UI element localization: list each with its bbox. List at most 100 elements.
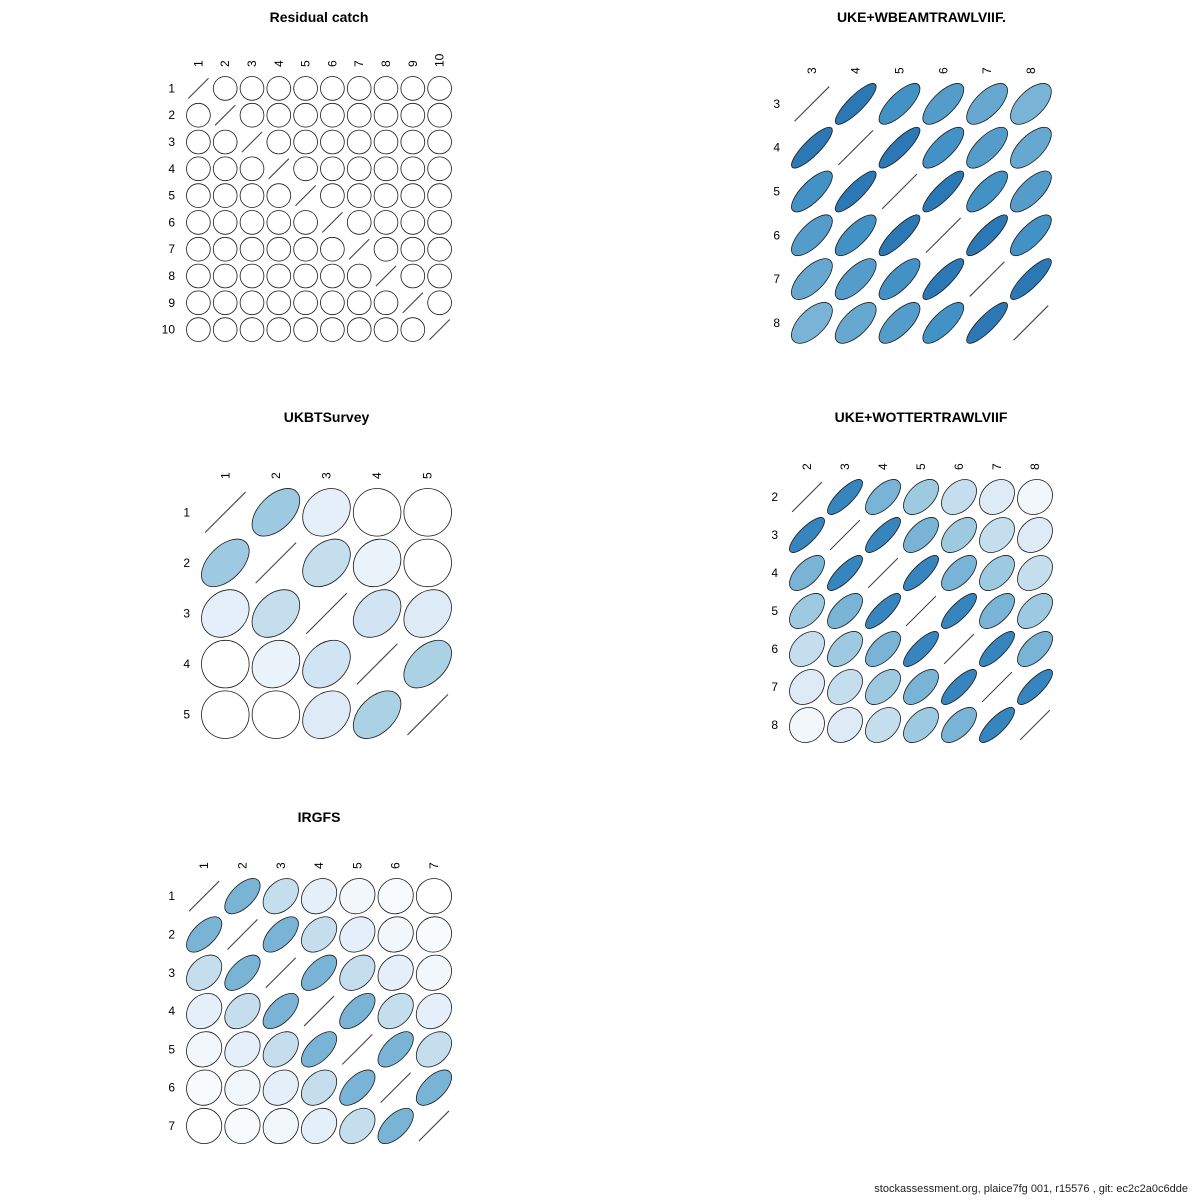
correlation-ellipse [301, 916, 338, 953]
correlation-ellipse [400, 156, 426, 182]
correlation-ellipse [339, 993, 376, 1030]
correlation-ellipse [262, 916, 299, 953]
diagonal-cell [429, 319, 451, 341]
diagonal-cell [829, 519, 861, 551]
correlation-ellipse [922, 170, 965, 213]
correlation-ellipse [400, 210, 426, 235]
row-label: 5 [168, 189, 175, 203]
row-label: 2 [771, 490, 778, 504]
correlation-ellipse [922, 258, 965, 300]
diagonal-cell [1019, 709, 1051, 741]
col-label: 3 [838, 463, 852, 470]
correlation-ellipse [827, 631, 863, 667]
correlation-ellipse [266, 76, 292, 101]
diagonal-cell [188, 880, 220, 912]
correlation-ellipse [320, 183, 345, 208]
row-label: 5 [183, 708, 190, 722]
correlation-ellipse [239, 263, 265, 289]
correlation-matrix-ukbtsurvey: 1 2 3 4 5 1 2 3 4 5 [183, 472, 452, 739]
col-label: 7 [980, 67, 994, 74]
correlation-ellipse [979, 479, 1015, 515]
correlation-ellipse [320, 102, 345, 128]
correlation-ellipse [878, 302, 921, 344]
correlation-ellipse [789, 669, 825, 705]
diagonal-cell [794, 86, 830, 122]
row-label: 2 [168, 108, 175, 122]
correlation-ellipse [212, 183, 238, 208]
col-label: 6 [389, 862, 403, 869]
correlation-ellipse [293, 76, 318, 101]
correlation-ellipse [186, 954, 223, 991]
correlation-ellipse [377, 1107, 414, 1145]
correlation-ellipse [377, 878, 414, 915]
correlation-ellipse [865, 593, 901, 629]
correlation-ellipse [262, 878, 299, 915]
diagonal-cell [402, 292, 424, 314]
correlation-ellipse [865, 669, 901, 705]
correlation-ellipse [1010, 258, 1052, 300]
correlation-ellipse [377, 954, 414, 991]
correlation-ellipse [239, 236, 265, 262]
correlation-ellipse [966, 170, 1008, 213]
correlation-ellipse [903, 669, 939, 705]
correlation-ellipse [262, 1069, 299, 1106]
correlation-ellipse [352, 690, 402, 739]
row-label: 3 [168, 135, 175, 149]
correlation-ellipse [373, 210, 399, 235]
correlation-ellipse [266, 317, 292, 342]
correlation-ellipse [1010, 214, 1052, 257]
col-label: 4 [849, 67, 863, 74]
diagonal-cell [204, 491, 246, 533]
correlation-ellipse [320, 129, 345, 155]
correlation-ellipse [1017, 593, 1053, 629]
correlation-ellipse [339, 878, 376, 915]
diagonal-cell [295, 185, 317, 207]
correlation-ellipse [415, 878, 453, 915]
correlation-ellipse [373, 129, 399, 155]
correlation-ellipse [320, 156, 345, 182]
correlation-ellipse [834, 214, 877, 257]
correlation-ellipse [346, 76, 372, 101]
correlation-ellipse [979, 555, 1015, 591]
correlation-ellipse [400, 317, 426, 342]
correlation-ellipse [212, 76, 238, 101]
correlation-matrix-uke-wbeamtrawl: 3 4 5 6 7 8 3 4 5 6 7 8 [773, 67, 1052, 344]
correlation-ellipse [791, 302, 833, 344]
correlation-ellipse [789, 517, 825, 553]
correlation-ellipse [1017, 479, 1053, 515]
correlation-ellipse [865, 517, 901, 553]
correlation-ellipse [1010, 83, 1052, 125]
correlation-matrix-irgfs: 1 2 3 4 5 6 7 1 2 3 4 5 6 7 [168, 862, 453, 1145]
correlation-ellipse [403, 639, 452, 689]
diagonal-cell [1013, 305, 1049, 341]
correlation-ellipse [427, 102, 452, 128]
correlation-ellipse [320, 236, 345, 262]
correlation-ellipse [834, 170, 877, 213]
correlation-ellipse [834, 258, 877, 300]
row-label: 7 [168, 242, 175, 256]
row-label: 2 [168, 927, 175, 941]
correlation-ellipse [403, 589, 452, 638]
correlation-ellipse [224, 1069, 261, 1106]
correlation-ellipse [427, 290, 452, 316]
correlation-ellipse [251, 589, 301, 638]
correlation-ellipse [186, 129, 211, 155]
diagonal-cell [407, 694, 449, 736]
correlation-ellipse [346, 210, 372, 235]
col-label: 7 [427, 862, 441, 869]
row-label: 6 [168, 215, 175, 229]
correlation-ellipse [212, 210, 238, 235]
diagonal-cell [881, 173, 918, 210]
correlation-ellipse [789, 593, 825, 629]
diagonal-cell [981, 671, 1013, 703]
col-label: 8 [379, 60, 393, 67]
row-label: 6 [771, 642, 778, 656]
correlation-ellipse [212, 263, 238, 289]
correlation-ellipse [400, 76, 426, 101]
correlation-ellipse [239, 183, 265, 208]
row-label: 2 [183, 556, 190, 570]
correlation-ellipse [903, 555, 939, 591]
correlation-ellipse [1017, 555, 1053, 591]
correlation-ellipse [865, 631, 901, 667]
